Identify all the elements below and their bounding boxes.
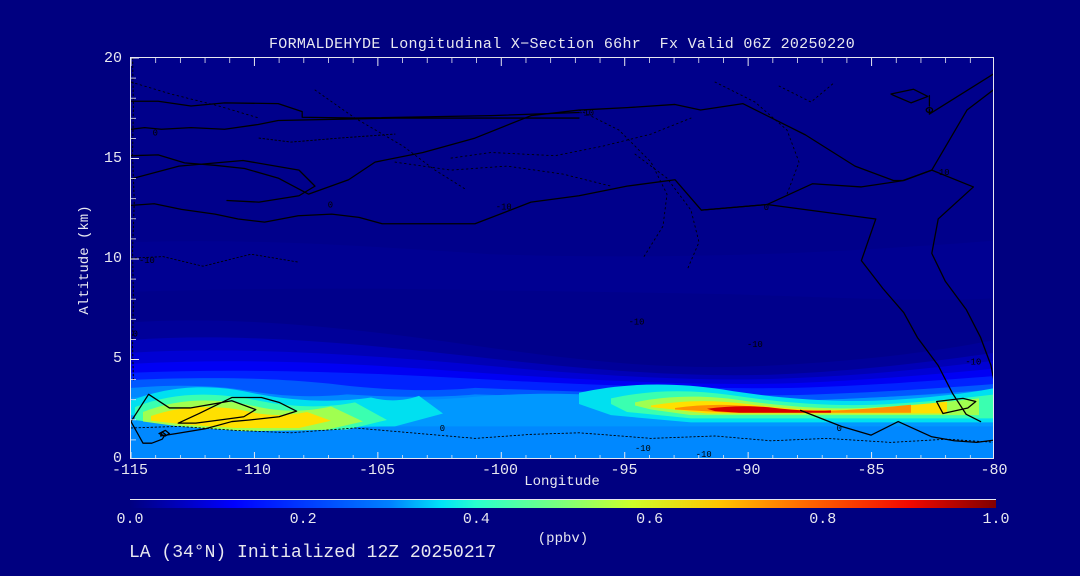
svg-text:0: 0 bbox=[440, 424, 445, 434]
svg-text:-10: -10 bbox=[965, 358, 981, 368]
svg-text:-10: -10 bbox=[578, 109, 594, 119]
svg-text:10: 10 bbox=[939, 168, 950, 178]
svg-text:-10: -10 bbox=[629, 318, 645, 328]
svg-text:0: 0 bbox=[133, 330, 138, 340]
svg-text:0: 0 bbox=[153, 129, 158, 139]
svg-text:0: 0 bbox=[328, 201, 333, 211]
svg-text:-10: -10 bbox=[139, 256, 155, 266]
svg-text:-10: -10 bbox=[696, 450, 712, 459]
svg-text:0: 0 bbox=[837, 424, 842, 434]
svg-text:0: 0 bbox=[764, 203, 769, 213]
svg-text:-10: -10 bbox=[496, 202, 512, 212]
svg-text:-10: -10 bbox=[635, 444, 651, 454]
svg-text:-10: -10 bbox=[747, 340, 763, 350]
